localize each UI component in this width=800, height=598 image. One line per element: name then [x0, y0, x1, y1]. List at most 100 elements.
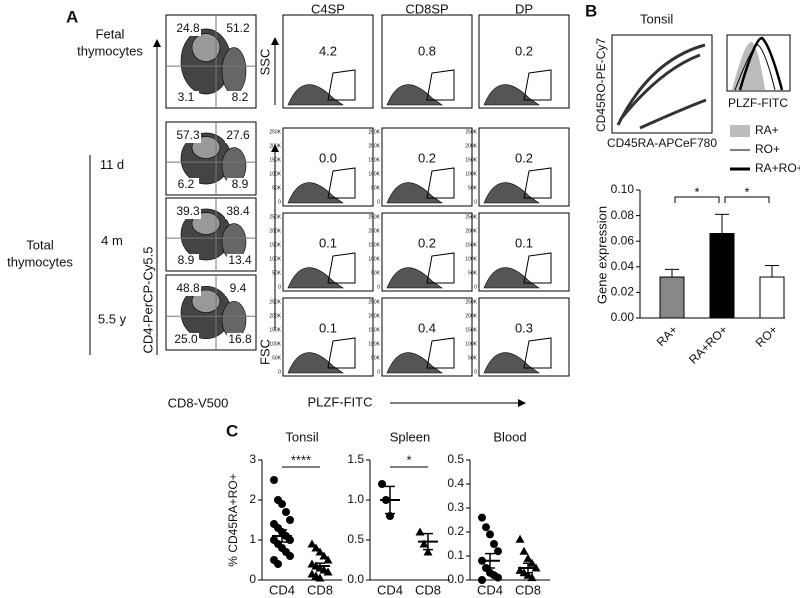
tick-label: 200K: [465, 313, 477, 319]
sig-label: ****: [291, 452, 311, 467]
tick-label: 0: [278, 284, 281, 290]
x-tick-label: CD8: [515, 582, 541, 597]
tick-label: 0: [377, 199, 380, 205]
dot: [378, 480, 386, 488]
label-bg: [414, 321, 440, 338]
label-bg: [225, 129, 251, 143]
label-bg: [175, 282, 201, 296]
density: [616, 43, 707, 130]
tick-label: 0: [474, 199, 477, 205]
tick-label: 100K: [368, 256, 380, 262]
panel-label: C: [226, 421, 238, 440]
tick-label: 250K: [269, 129, 281, 135]
dot: [278, 500, 286, 508]
tick-label: 100K: [465, 171, 477, 177]
gate: [426, 252, 455, 284]
y-tick-label: 0.3: [447, 500, 464, 514]
axis-label: Gene expression: [594, 206, 609, 304]
label: thymocytes: [7, 254, 73, 269]
dot: [494, 547, 502, 556]
label-bg: [225, 22, 251, 36]
tick-label: 0: [278, 199, 281, 205]
tick-label: 250K: [368, 129, 380, 135]
label-bg: [227, 254, 253, 268]
quadrant-value: 24.8: [176, 21, 200, 35]
tick-label: 50K: [272, 270, 282, 276]
tick-label: 100K: [368, 171, 380, 177]
label-bg: [173, 333, 199, 347]
gate-value: 0.1: [319, 236, 337, 251]
tick-label: 250K: [465, 214, 477, 220]
column-header: CD8SP: [405, 1, 448, 16]
gate-value: 0.2: [515, 151, 533, 166]
y-tick-label: 1.0: [347, 492, 364, 506]
density: [221, 47, 247, 95]
dot: [423, 547, 433, 556]
dot: [319, 551, 329, 560]
quadrant-value: 13.4: [228, 253, 252, 267]
gate-value: 0.2: [515, 44, 533, 59]
quadrant-value: 48.8: [176, 281, 200, 295]
dot: [315, 573, 325, 582]
axis-label: CD45RA-APCeF780: [607, 136, 717, 150]
bar: [709, 233, 735, 319]
chart-title: Blood: [493, 429, 526, 444]
bar: [759, 276, 785, 319]
dot: [415, 527, 425, 536]
label-bg: [511, 44, 537, 61]
chart-title: Tonsil: [285, 429, 318, 444]
legend-label: RA+RO+: [755, 161, 800, 175]
dot: [323, 567, 333, 576]
label-bg: [173, 178, 199, 192]
tick-label: 0: [278, 369, 281, 375]
panel-label: B: [585, 1, 597, 20]
gate: [327, 252, 356, 284]
legend-swatch: [730, 125, 750, 137]
gate-value: 0.1: [319, 321, 337, 336]
x-tick-label: RA+: [654, 322, 681, 349]
dot: [515, 534, 525, 543]
tick-label: 200K: [368, 228, 380, 234]
dot: [282, 508, 290, 516]
label: 4 m: [101, 233, 123, 248]
gate-value: 0.0: [319, 151, 337, 166]
label-bg: [173, 254, 199, 268]
label: 5.5 y: [98, 311, 127, 326]
quadrant-value: 51.2: [226, 21, 250, 35]
dot: [274, 560, 282, 568]
tick-label: 200K: [465, 143, 477, 149]
quadrant-value: 6.2: [178, 177, 195, 191]
axis-label: PLZF-FITC: [728, 96, 788, 110]
label-bg: [227, 91, 253, 105]
label-bg: [511, 321, 537, 338]
gate: [327, 337, 356, 369]
label-bg: [511, 151, 537, 168]
dot: [482, 523, 490, 532]
column-header: DP: [515, 1, 533, 16]
gate: [327, 69, 356, 101]
chart-title: Spleen: [390, 429, 430, 444]
label-bg: [175, 22, 201, 36]
tick-label: 200K: [368, 313, 380, 319]
y-tick-label: 0.2: [447, 524, 464, 538]
gate: [523, 69, 552, 101]
y-tick-label: 0.06: [611, 233, 635, 247]
tick-label: 150K: [465, 327, 477, 333]
axis-label: SSC: [257, 49, 272, 76]
tick-label: 100K: [269, 341, 281, 347]
quadrant-value: 9.4: [230, 281, 247, 295]
x-tick-label: RO+: [753, 322, 781, 350]
y-tick-label: 0.04: [611, 259, 635, 273]
dot: [519, 546, 529, 555]
tick-label: 50K: [371, 185, 381, 191]
dot: [419, 539, 429, 548]
y-tick-label: 0.1: [447, 548, 464, 562]
title: Tonsil: [640, 11, 673, 26]
tick-label: 150K: [465, 242, 477, 248]
label: Fetal: [96, 26, 125, 41]
gate-value: 0.2: [418, 151, 436, 166]
dot: [523, 553, 533, 562]
tick-label: 0: [474, 284, 477, 290]
y-tick-label: 0.10: [611, 182, 635, 196]
